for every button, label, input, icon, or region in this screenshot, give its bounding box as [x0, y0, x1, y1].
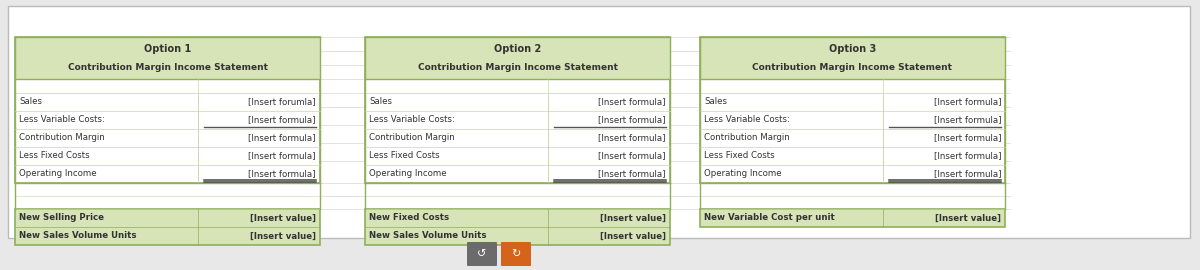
- Text: [Insert formula]: [Insert formula]: [599, 116, 666, 124]
- Text: Contribution Margin Income Statement: Contribution Margin Income Statement: [67, 63, 268, 72]
- Text: Operating Income: Operating Income: [704, 170, 781, 178]
- Text: [Insert formula]: [Insert formula]: [934, 116, 1001, 124]
- Text: [Insert formula]: [Insert formula]: [248, 133, 316, 143]
- Text: Contribution Margin: Contribution Margin: [19, 133, 104, 143]
- Text: Less Variable Costs:: Less Variable Costs:: [704, 116, 790, 124]
- Text: ↺: ↺: [478, 249, 487, 259]
- Bar: [365, 209, 670, 245]
- Text: Contribution Margin: Contribution Margin: [370, 133, 455, 143]
- Text: Less Variable Costs:: Less Variable Costs:: [370, 116, 455, 124]
- Text: [Insert value]: [Insert value]: [600, 231, 666, 241]
- Text: New Sales Volume Units: New Sales Volume Units: [19, 231, 137, 241]
- Text: Sales: Sales: [704, 97, 727, 106]
- Text: [Insert formula]: [Insert formula]: [248, 170, 316, 178]
- Text: [Insert formula]: [Insert formula]: [248, 151, 316, 160]
- Text: [Insert formula]: [Insert formula]: [599, 97, 666, 106]
- Bar: [14, 183, 320, 209]
- Bar: [14, 37, 320, 183]
- Text: [Insert formula]: [Insert formula]: [934, 170, 1001, 178]
- Text: Contribution Margin: Contribution Margin: [704, 133, 790, 143]
- Bar: [8, 6, 1190, 238]
- Text: New Selling Price: New Selling Price: [19, 214, 104, 222]
- Text: Sales: Sales: [370, 97, 392, 106]
- Text: [Insert formula]: [Insert formula]: [248, 116, 316, 124]
- Text: [Insert formula]: [Insert formula]: [599, 170, 666, 178]
- Text: Option 2: Option 2: [494, 44, 541, 54]
- Bar: [700, 183, 1006, 209]
- Bar: [14, 209, 320, 245]
- Text: Less Variable Costs:: Less Variable Costs:: [19, 116, 104, 124]
- Text: New Variable Cost per unit: New Variable Cost per unit: [704, 214, 835, 222]
- Bar: [700, 209, 1006, 227]
- Text: [Insert formula]: [Insert formula]: [599, 151, 666, 160]
- Text: [Insert value]: [Insert value]: [600, 214, 666, 222]
- Bar: [700, 37, 1006, 183]
- Text: [Insert formula]: [Insert formula]: [599, 133, 666, 143]
- Bar: [365, 183, 670, 209]
- Text: Less Fixed Costs: Less Fixed Costs: [19, 151, 90, 160]
- Bar: [365, 37, 670, 79]
- Text: Less Fixed Costs: Less Fixed Costs: [704, 151, 775, 160]
- Text: [Insert value]: [Insert value]: [250, 231, 316, 241]
- Text: Operating Income: Operating Income: [19, 170, 97, 178]
- Text: [Insert formula]: [Insert formula]: [934, 97, 1001, 106]
- Text: Sales: Sales: [19, 97, 42, 106]
- Text: Option 3: Option 3: [829, 44, 876, 54]
- Text: ↻: ↻: [511, 249, 521, 259]
- Text: [Insert forumla]: [Insert forumla]: [248, 97, 316, 106]
- Text: [Insert value]: [Insert value]: [250, 214, 316, 222]
- Bar: [14, 37, 320, 79]
- FancyBboxPatch shape: [467, 242, 497, 266]
- Text: [Insert formula]: [Insert formula]: [934, 133, 1001, 143]
- Text: Less Fixed Costs: Less Fixed Costs: [370, 151, 439, 160]
- Text: New Fixed Costs: New Fixed Costs: [370, 214, 449, 222]
- Text: [Insert formula]: [Insert formula]: [934, 151, 1001, 160]
- Text: Contribution Margin Income Statement: Contribution Margin Income Statement: [752, 63, 953, 72]
- FancyBboxPatch shape: [502, 242, 530, 266]
- Text: Operating Income: Operating Income: [370, 170, 446, 178]
- Text: Option 1: Option 1: [144, 44, 191, 54]
- Bar: [700, 37, 1006, 79]
- Text: [Insert value]: [Insert value]: [935, 214, 1001, 222]
- Bar: [365, 37, 670, 183]
- Text: Contribution Margin Income Statement: Contribution Margin Income Statement: [418, 63, 618, 72]
- Text: New Sales Volume Units: New Sales Volume Units: [370, 231, 486, 241]
